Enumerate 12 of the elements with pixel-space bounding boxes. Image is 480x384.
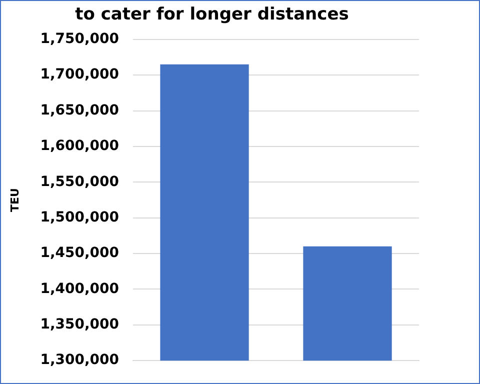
chart-title: to cater for longer distances <box>75 4 349 25</box>
y-tick-label: 1,350,000 <box>40 316 120 333</box>
y-tick-label: 1,600,000 <box>40 138 120 154</box>
y-tick-label: 1,400,000 <box>40 280 120 297</box>
y-tick-label: 1,650,000 <box>40 102 120 118</box>
y-tick-label: 1,300,000 <box>40 352 120 368</box>
y-tick-label: 1,500,000 <box>40 209 120 226</box>
y-axis-title: TEU <box>8 188 22 212</box>
y-tick-label: 1,550,000 <box>40 174 120 190</box>
y-tick-label: 1,750,000 <box>40 31 120 48</box>
y-tick-label: 1,700,000 <box>40 66 120 83</box>
y-tick-label: 1,450,000 <box>40 245 120 262</box>
